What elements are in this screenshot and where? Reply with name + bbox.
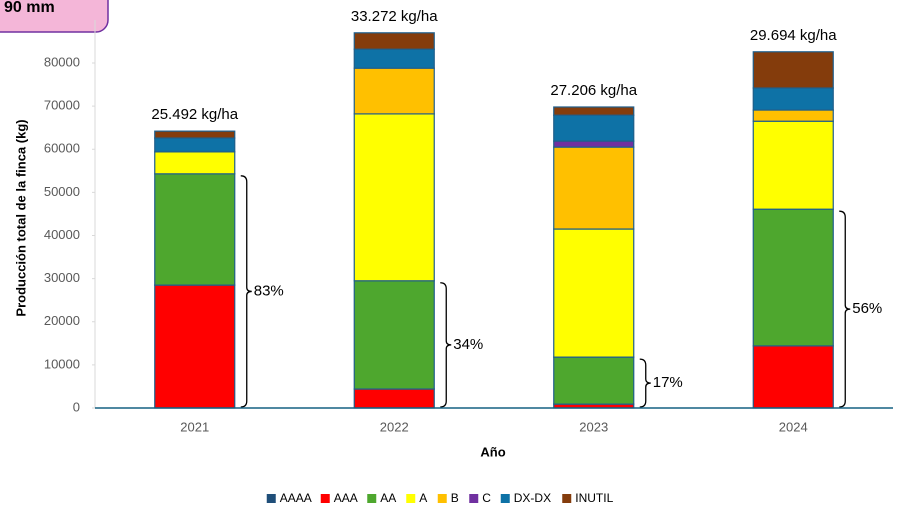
y-tick-label: 70000	[44, 98, 80, 113]
bar-total-label: 27.206 kg/ha	[550, 82, 637, 99]
bracket-label: 56%	[852, 300, 882, 317]
x-tick-label: 2023	[579, 419, 608, 434]
bracket-label: 17%	[653, 374, 683, 391]
legend-label: AA	[380, 491, 396, 505]
legend-swatch	[406, 494, 416, 503]
bar-segment	[752, 87, 834, 111]
bar-total-label: 25.492 kg/ha	[151, 106, 238, 123]
bar-segment	[752, 208, 834, 347]
bar-segment	[353, 113, 435, 282]
x-tick-label: 2024	[779, 419, 808, 434]
y-tick-label: 60000	[44, 141, 80, 156]
legend-swatch	[500, 494, 510, 503]
bar-segment	[752, 109, 834, 122]
bar-segment	[553, 140, 635, 148]
legend-label: INUTIL	[575, 491, 613, 505]
y-tick-label: 0	[73, 399, 80, 414]
legend-label: A	[419, 491, 427, 505]
bar-segment	[752, 345, 834, 409]
bar-segment	[553, 114, 635, 142]
bar-segment	[553, 146, 635, 230]
y-tick-label: 30000	[44, 270, 80, 285]
y-tick-label: 40000	[44, 227, 80, 242]
x-tick-label: 2021	[180, 419, 209, 434]
bar-total-label: 33.272 kg/ha	[351, 8, 438, 25]
badge: 90 mm	[4, 0, 55, 16]
bar-segment	[752, 120, 834, 210]
y-tick-label: 80000	[44, 54, 80, 69]
legend-label: DX-DX	[514, 491, 551, 505]
bracket	[639, 358, 651, 408]
legend-label: C	[482, 491, 491, 505]
bar-segment	[154, 284, 236, 409]
legend-swatch	[320, 494, 330, 503]
bar-segment	[353, 67, 435, 115]
y-tick-label: 20000	[44, 313, 80, 328]
y-axis-label: Producción total de la finca (kg)	[13, 119, 28, 316]
bar-segment	[154, 137, 236, 153]
bar-segment	[353, 48, 435, 69]
y-tick-label: 10000	[44, 356, 80, 371]
y-tick-label: 50000	[44, 184, 80, 199]
bar-total-label: 29.694 kg/ha	[750, 27, 837, 44]
legend-swatch	[562, 494, 572, 503]
bar-segment	[553, 228, 635, 358]
bar-segment	[353, 32, 435, 50]
bracket-label: 83%	[254, 282, 284, 299]
bar-segment	[752, 51, 834, 89]
bar-segment	[553, 356, 635, 405]
bar-segment	[353, 388, 435, 409]
x-axis-label: Año	[480, 444, 505, 459]
bracket	[839, 210, 851, 408]
bar-segment	[553, 106, 635, 116]
bracket	[240, 175, 252, 408]
bar-segment	[353, 280, 435, 390]
x-tick-label: 2022	[380, 419, 409, 434]
legend-swatch	[266, 494, 276, 503]
legend-swatch	[469, 494, 479, 503]
badge-box	[0, 0, 109, 33]
legend-swatch	[437, 494, 447, 503]
bracket	[440, 282, 452, 408]
bracket-label: 34%	[453, 336, 483, 353]
bar-segment	[154, 151, 236, 175]
bar-segment	[154, 130, 236, 139]
legend-label: AAA	[334, 491, 358, 505]
legend-label: AAAA	[280, 491, 312, 505]
legend-swatch	[367, 494, 377, 503]
legend-label: B	[451, 491, 459, 505]
bar-segment	[154, 173, 236, 286]
